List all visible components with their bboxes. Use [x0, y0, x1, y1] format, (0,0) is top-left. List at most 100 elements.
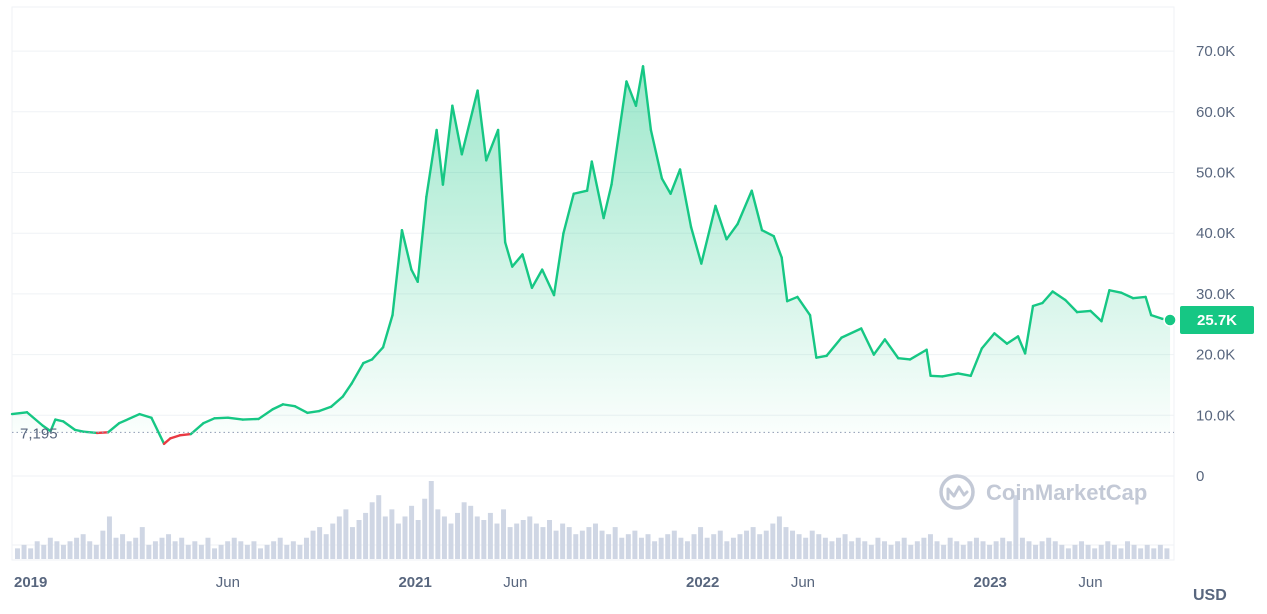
volume-bar	[1105, 541, 1111, 559]
volume-bar	[238, 541, 244, 559]
volume-bar	[737, 534, 743, 559]
price-segment	[460, 89, 479, 156]
price-segment	[897, 357, 912, 361]
price-segment	[1064, 298, 1079, 314]
coinmarketcap-logo-icon	[939, 474, 975, 510]
x-tick-label: 2021	[398, 574, 431, 591]
volume-bar	[231, 537, 237, 559]
volume-bar	[21, 544, 27, 559]
y-axis: 70.0K 60.0K 50.0K 40.0K 30.0K 20.0K 10.0K 0	[1196, 43, 1235, 485]
volume-bar	[973, 537, 979, 559]
price-segment	[41, 424, 52, 433]
chart-frame	[11, 6, 1175, 561]
price-segment	[815, 354, 828, 359]
volume-bar	[336, 516, 342, 559]
volume-bar	[1138, 548, 1144, 559]
price-segment	[178, 432, 193, 437]
volume-bar	[415, 520, 421, 559]
start-price-label: 7,195	[20, 425, 58, 442]
volume-bar	[106, 516, 112, 559]
volume-bar	[47, 537, 53, 559]
volume-bar	[1144, 544, 1150, 559]
volume-bar	[520, 520, 526, 559]
volume-bar	[540, 527, 546, 559]
volume-bar	[586, 527, 592, 559]
volume-bar	[100, 530, 106, 559]
price-segment	[641, 65, 653, 132]
volume-bar	[901, 537, 907, 559]
volume-bars	[15, 481, 1170, 559]
price-segment	[602, 183, 613, 220]
price-segment	[476, 89, 488, 162]
volume-bar	[927, 534, 933, 559]
y-tick-label: 30.0K	[1196, 286, 1235, 303]
volume-bar	[934, 541, 940, 559]
volume-bar	[198, 544, 204, 559]
volume-bar	[402, 516, 408, 559]
volume-bar	[277, 537, 283, 559]
price-segment	[400, 228, 413, 271]
price-segment	[485, 128, 500, 162]
volume-bar	[822, 537, 828, 559]
volume-bar	[1098, 544, 1104, 559]
volume-bar	[665, 534, 671, 559]
price-segment	[725, 222, 739, 241]
volume-bar	[776, 516, 782, 559]
price-segment	[435, 128, 445, 186]
volume-bar	[218, 544, 224, 559]
volume-bar	[376, 495, 382, 559]
volume-bar	[244, 544, 250, 559]
price-segment	[825, 336, 843, 358]
price-segment	[1031, 301, 1044, 308]
volume-bar	[632, 530, 638, 559]
volume-bar	[606, 534, 612, 559]
price-segment	[1131, 295, 1147, 300]
volume-bar	[304, 537, 309, 559]
volume-bar	[435, 509, 441, 559]
volume-bar	[349, 527, 355, 559]
volume-bar	[363, 512, 369, 559]
price-segment	[808, 313, 818, 359]
price-segment	[425, 128, 438, 198]
x-tick-label: Jun	[791, 574, 815, 591]
volume-bar	[658, 537, 664, 559]
volume-bar	[1006, 541, 1012, 559]
volume-bar	[120, 534, 126, 559]
volume-bar	[152, 541, 158, 559]
volume-bar	[461, 502, 467, 559]
volume-bar	[809, 530, 815, 559]
y-tick-label: 60.0K	[1196, 104, 1235, 121]
volume-bar	[441, 516, 447, 559]
price-area	[12, 66, 1171, 433]
volume-bar	[796, 534, 802, 559]
volume-bar	[724, 541, 730, 559]
price-segment	[54, 418, 65, 423]
price-segment	[956, 372, 972, 378]
y-tick-label: 10.0K	[1196, 407, 1235, 424]
volume-bar	[1092, 548, 1098, 559]
volume-bar	[251, 541, 257, 559]
volume-bar	[212, 548, 218, 559]
volume-bar	[1046, 537, 1052, 559]
current-price-value: 25.7K	[1197, 312, 1237, 329]
price-segment	[391, 228, 404, 317]
volume-bar	[803, 537, 809, 559]
price-segment	[138, 412, 153, 419]
volume-bar	[560, 523, 566, 559]
price-segment	[1005, 335, 1020, 345]
price-segment	[1149, 313, 1164, 320]
volume-bar	[691, 534, 697, 559]
volume-bar	[895, 541, 901, 559]
price-segment	[634, 65, 645, 107]
volume-bar	[54, 541, 60, 559]
price-segment	[202, 417, 216, 425]
price-segment	[496, 128, 507, 244]
y-tick-label: 40.0K	[1196, 225, 1235, 242]
price-segment	[416, 195, 428, 283]
volume-bar	[750, 527, 756, 559]
volume-bar	[1164, 548, 1170, 559]
price-segment	[306, 409, 321, 415]
volume-bar	[763, 530, 769, 559]
volume-bar	[816, 534, 822, 559]
price-segment	[585, 160, 594, 192]
